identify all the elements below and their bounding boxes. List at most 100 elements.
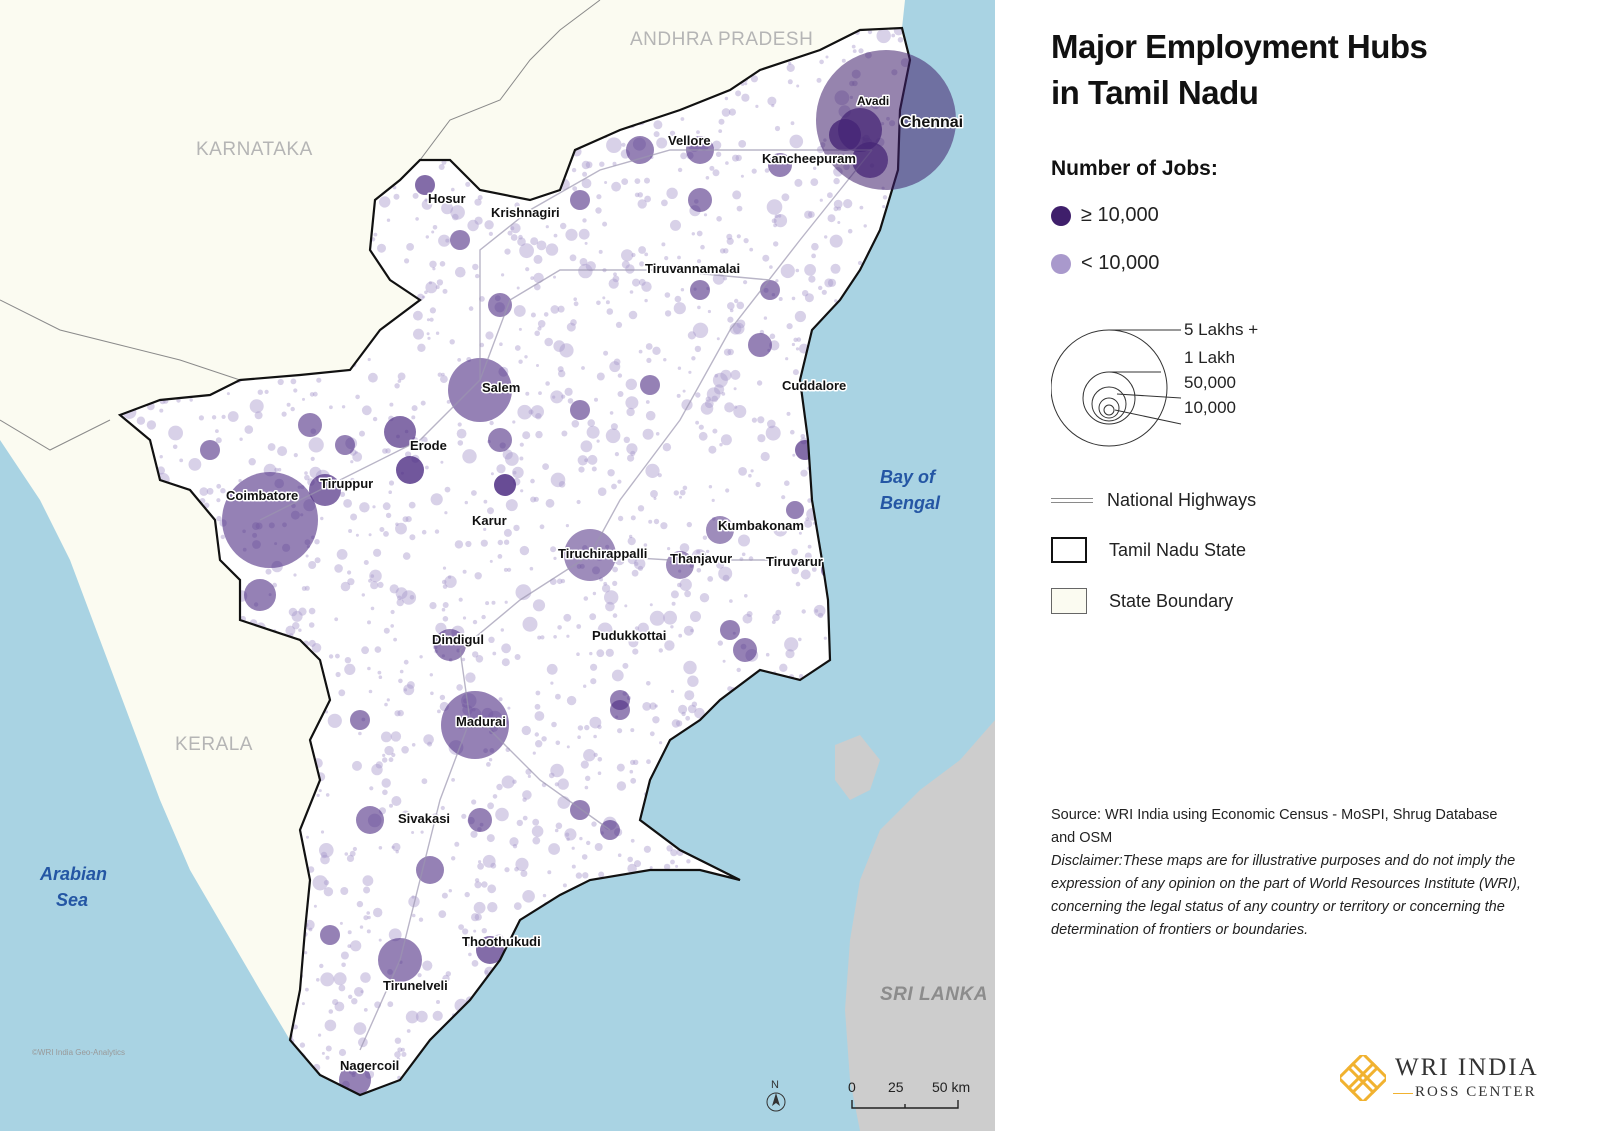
job-dot <box>542 463 549 470</box>
job-dot <box>630 777 637 784</box>
job-dot <box>393 193 400 200</box>
job-dot <box>367 666 371 671</box>
job-dot <box>265 568 272 575</box>
job-dot <box>756 380 763 386</box>
job-dot <box>248 458 256 466</box>
job-dot <box>548 772 555 779</box>
job-dot <box>267 443 276 451</box>
job-dot <box>395 522 407 535</box>
job-dot <box>780 263 795 279</box>
job-dot <box>662 443 672 452</box>
job-dot <box>430 691 434 696</box>
job-dot <box>755 104 759 108</box>
job-dot <box>401 810 410 819</box>
job-dot <box>559 343 574 358</box>
job-dot <box>220 534 225 540</box>
job-dot <box>649 610 665 626</box>
job-dot <box>548 843 560 855</box>
job-dot <box>581 178 592 189</box>
job-dot <box>417 343 426 352</box>
job-dot <box>325 793 330 797</box>
job-dot <box>462 449 477 464</box>
job-dot <box>653 518 660 525</box>
job-dot <box>624 604 628 608</box>
job-dot <box>448 889 452 893</box>
job-dot <box>579 836 583 841</box>
job-dot <box>690 611 701 622</box>
job-dot <box>382 789 388 796</box>
job-dot <box>189 398 193 402</box>
job-dot <box>312 875 328 891</box>
job-dot <box>688 370 692 374</box>
job-dot <box>429 602 437 610</box>
job-dot <box>586 425 600 439</box>
job-dot <box>339 491 346 497</box>
watermark: ©WRI India Geo-Analytics <box>32 1048 125 1057</box>
job-dot <box>677 582 682 588</box>
job-dot <box>611 181 621 192</box>
job-dot <box>597 724 602 730</box>
job-dot <box>801 527 805 531</box>
job-dot <box>383 627 390 634</box>
region-karnataka: KARNATAKA <box>196 139 313 160</box>
job-dot <box>555 822 563 830</box>
job-dot <box>441 579 447 585</box>
job-dot <box>456 428 467 439</box>
job-dot <box>563 613 572 622</box>
job-dot <box>362 875 374 887</box>
job-dot <box>413 310 423 321</box>
job-dot <box>733 387 737 391</box>
job-dot <box>490 862 497 869</box>
job-dot <box>537 635 542 640</box>
job-dot <box>724 96 729 101</box>
job-dot <box>411 913 416 918</box>
job-dot <box>609 361 621 373</box>
job-dot <box>708 445 717 454</box>
job-dot <box>632 648 639 655</box>
job-dot <box>308 607 316 615</box>
job-dot <box>632 278 640 287</box>
hub-circle <box>720 620 740 640</box>
job-dot <box>348 994 353 999</box>
job-dot <box>394 1037 402 1044</box>
job-dot <box>512 466 524 479</box>
job-dot <box>714 373 719 378</box>
job-dot <box>610 423 618 431</box>
hub-circle <box>626 136 654 164</box>
job-dot <box>532 818 540 826</box>
job-dot <box>401 746 409 754</box>
job-dot <box>370 606 375 611</box>
label-kumbakonam: Kumbakonam <box>718 518 804 533</box>
job-dot <box>481 881 488 888</box>
job-dot <box>533 272 544 284</box>
job-dot <box>361 646 369 655</box>
job-dot <box>702 535 708 540</box>
job-dot <box>721 392 726 396</box>
job-dot <box>363 886 371 894</box>
job-dot <box>644 252 649 257</box>
job-dot <box>813 604 826 617</box>
job-dot <box>775 279 779 283</box>
job-dot <box>510 226 515 231</box>
job-dot <box>582 171 588 177</box>
hub-circle <box>494 474 516 496</box>
job-dot <box>673 302 686 315</box>
job-dot <box>381 778 391 788</box>
job-dot <box>436 442 440 446</box>
job-dot <box>585 161 593 169</box>
job-dot <box>356 900 364 908</box>
job-dot <box>425 465 429 470</box>
job-dot <box>437 709 441 714</box>
job-dot <box>554 828 559 833</box>
label-karur: Karur <box>472 513 507 528</box>
job-dot <box>550 390 564 404</box>
job-dot <box>369 786 374 791</box>
job-dot <box>829 234 843 248</box>
job-dot <box>825 55 829 59</box>
job-dot <box>421 529 427 535</box>
job-dot <box>763 316 768 320</box>
job-dot <box>641 281 652 292</box>
job-dot <box>414 443 418 447</box>
job-dot <box>198 415 204 421</box>
job-dot <box>566 837 570 841</box>
